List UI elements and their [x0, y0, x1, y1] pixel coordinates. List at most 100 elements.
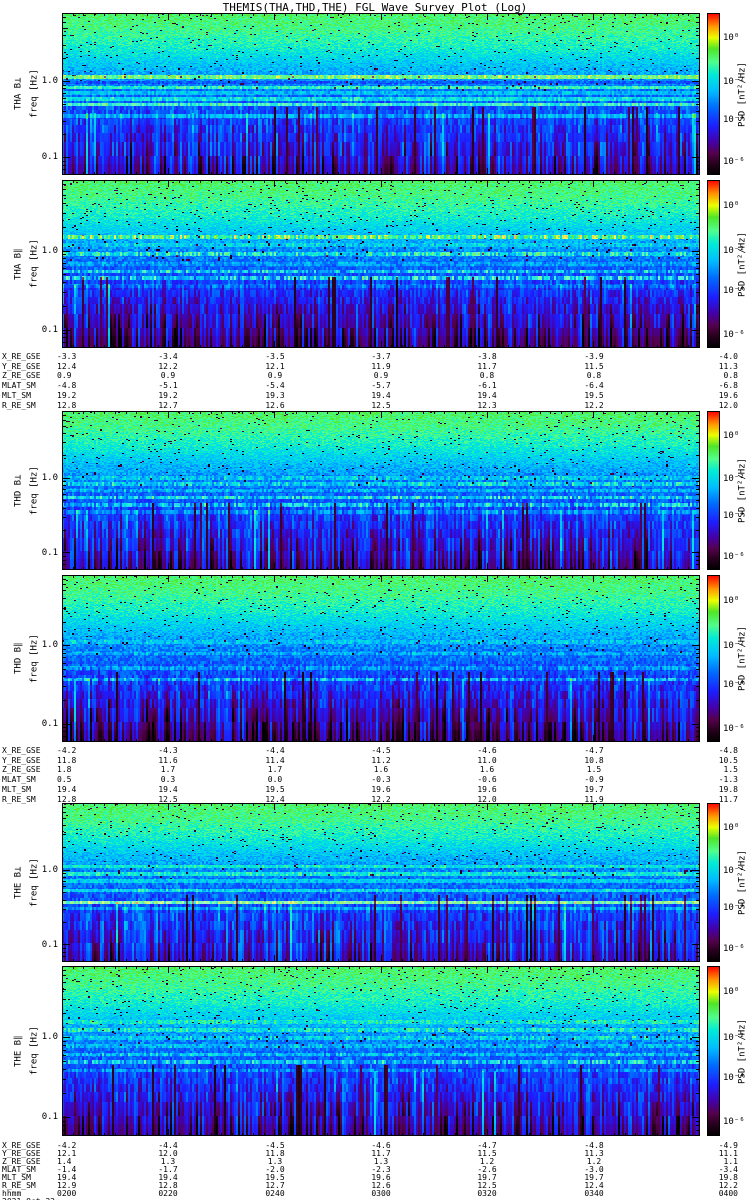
ephemeris-row-label-mlt_sm: MLT_SM: [2, 784, 31, 794]
ephemeris-row-label-x_re_gse: X_RE_GSE: [2, 1141, 41, 1150]
freq-axis-label: freq [Hz]: [29, 1026, 40, 1076]
freq-tick-label: 1.0: [41, 472, 58, 483]
ephemeris-row-label-y_re_gse: Y_RE_GSE: [2, 361, 41, 371]
spectrogram-canvas-tha-parallel: [62, 180, 700, 348]
ephemeris-value: 19.3: [265, 390, 285, 400]
spectrogram-canvas-the-parallel: [62, 966, 700, 1136]
ephemeris-value: 12.6: [265, 400, 285, 410]
ephemeris-value: 19.4: [371, 390, 391, 400]
ephemeris-value: -0.6: [477, 775, 497, 785]
freq-tick-label: 1.0: [41, 76, 58, 87]
colorbar-tick-label: 10⁻⁶: [723, 1117, 745, 1128]
ephemeris-row-label-y_re_gse: Y_RE_GSE: [2, 755, 41, 765]
ephemeris-value: -3.4: [158, 352, 178, 361]
ephemeris-value: 12.0: [718, 400, 738, 410]
freq-tick-label: 0.1: [41, 939, 58, 950]
spectrogram-canvas-the-perpendicular: [62, 803, 700, 962]
ephemeris-row-label-r_re_sm: R_RE_SM: [2, 794, 36, 804]
ephemeris-value: 1.7: [267, 765, 283, 775]
ephemeris-row-label-r_re_sm: R_RE_SM: [2, 1181, 36, 1190]
ephemeris-value: -2.3: [371, 1165, 391, 1174]
colorbar-tick-label: 10⁻⁴: [723, 285, 745, 296]
ephemeris-value: -6.8: [718, 381, 738, 391]
freq-tick-label: 0.1: [41, 1112, 58, 1123]
colorbar-tick-label: 10⁻⁶: [723, 944, 745, 955]
freq-tick-label: 1.0: [41, 640, 58, 651]
ephemeris-value: 11.7: [371, 1149, 391, 1158]
panel-ylabel-the-perpendicular: THE B⊥: [13, 866, 24, 899]
colorbar-tick-label: 10⁻²: [723, 865, 745, 876]
colorbar-tick-label: 10⁻²: [723, 76, 745, 87]
ephemeris-value: -4.8: [718, 746, 738, 755]
ephemeris-value: 10.5: [718, 755, 738, 765]
ephemeris-value: 19.5: [584, 390, 604, 400]
colorbar-tick-label: 10⁻²: [723, 246, 745, 257]
ephemeris-value: 0.9: [160, 371, 176, 381]
colorbar-title: PSD [nT²/Hz]: [737, 231, 748, 297]
ephemeris-value: -4.8: [57, 381, 77, 391]
ephemeris-value: 19.4: [57, 784, 77, 794]
ephemeris-value: 12.4: [57, 361, 77, 371]
panel-ylabel-tha-perpendicular: THA B⊥: [13, 77, 24, 111]
ephemeris-value: -3.8: [477, 352, 497, 361]
ephemeris-value: 19.4: [158, 1173, 178, 1182]
ephemeris-value: 1.2: [479, 1157, 495, 1166]
ephemeris-value: -2.6: [477, 1165, 497, 1174]
freq-tick-label: 1.0: [41, 245, 58, 256]
ephemeris-value: 19.2: [158, 390, 178, 400]
freq-tick-label: 0.1: [41, 152, 58, 163]
freq-tick-label: 0.1: [41, 718, 58, 729]
colorbar-title: PSD [nT²/Hz]: [737, 457, 748, 524]
ephemeris-value: -4.0: [718, 352, 738, 361]
ephemeris-value: 19.7: [584, 784, 604, 794]
ephemeris-value: 19.5: [265, 1173, 285, 1182]
ephemeris-value: 12.4: [265, 794, 285, 804]
ephemeris-value: -4.5: [371, 746, 391, 755]
spectrogram-canvas-tha-perpendicular: [62, 13, 700, 175]
colorbar-tick-label: 10⁻²: [723, 640, 745, 651]
ephemeris-value: 12.7: [158, 400, 178, 410]
ephemeris-value: -0.9: [584, 775, 604, 785]
time-tick-label: 0240: [265, 1189, 285, 1198]
ephemeris-value: 19.6: [718, 390, 738, 400]
ephemeris-value: 12.2: [371, 794, 391, 804]
ephemeris-value: -4.9: [718, 1141, 738, 1150]
ephemeris-value: 1.2: [586, 1157, 602, 1166]
ephemeris-value: 1.6: [373, 765, 389, 775]
ephemeris-value: 1.3: [373, 1157, 389, 1166]
ephemeris-value: -6.1: [477, 381, 497, 391]
colorbar-title: PSD [nT²/Hz]: [737, 625, 748, 692]
ephemeris-value: 19.7: [477, 1173, 497, 1182]
time-tick-label: 0340: [584, 1189, 604, 1198]
ephemeris-row-label-z_re_gse: Z_RE_GSE: [2, 371, 41, 381]
ephemeris-value: 1.3: [267, 1157, 283, 1166]
freq-axis-label: freq [Hz]: [29, 858, 40, 907]
colorbar-canvas-thd-perpendicular: [707, 411, 720, 570]
ephemeris-value: 19.4: [477, 390, 497, 400]
colorbar-tick-label: 10⁻⁴: [723, 1073, 745, 1084]
freq-tick-label: 1.0: [41, 1032, 58, 1043]
colorbar-tick-label: 10⁰: [723, 33, 740, 44]
ephemeris-value: 19.7: [584, 1173, 604, 1182]
ephemeris-value: 19.6: [371, 1173, 391, 1182]
ephemeris-value: 19.6: [371, 784, 391, 794]
ephemeris-value: -1.7: [158, 1165, 178, 1174]
ephemeris-row-label-mlt_sm: MLT_SM: [2, 390, 31, 400]
freq-tick-label: 1.0: [41, 864, 58, 875]
ephemeris-value: 12.5: [158, 794, 178, 804]
ephemeris-value: 11.3: [718, 361, 738, 371]
ephemeris-value: -4.4: [265, 746, 285, 755]
ephemeris-value: 0.9: [267, 371, 283, 381]
ephemeris-value: 0.0: [267, 775, 283, 785]
ephemeris-value: 1.4: [57, 1157, 72, 1166]
ephemeris-value: -6.4: [584, 381, 604, 391]
panel-ylabel-thd-perpendicular: THD B⊥: [13, 474, 24, 507]
freq-axis-label: freq [Hz]: [29, 239, 40, 289]
ephemeris-value: 1.1: [723, 1157, 738, 1166]
ephemeris-value: 12.6: [371, 1181, 391, 1190]
ephemeris-value: 11.2: [371, 755, 391, 765]
ephemeris-value: 0.8: [479, 371, 495, 381]
ephemeris-value: 11.8: [265, 1149, 285, 1158]
ephemeris-value: 0.5: [57, 775, 72, 785]
ephemeris-value: -5.4: [265, 381, 285, 391]
